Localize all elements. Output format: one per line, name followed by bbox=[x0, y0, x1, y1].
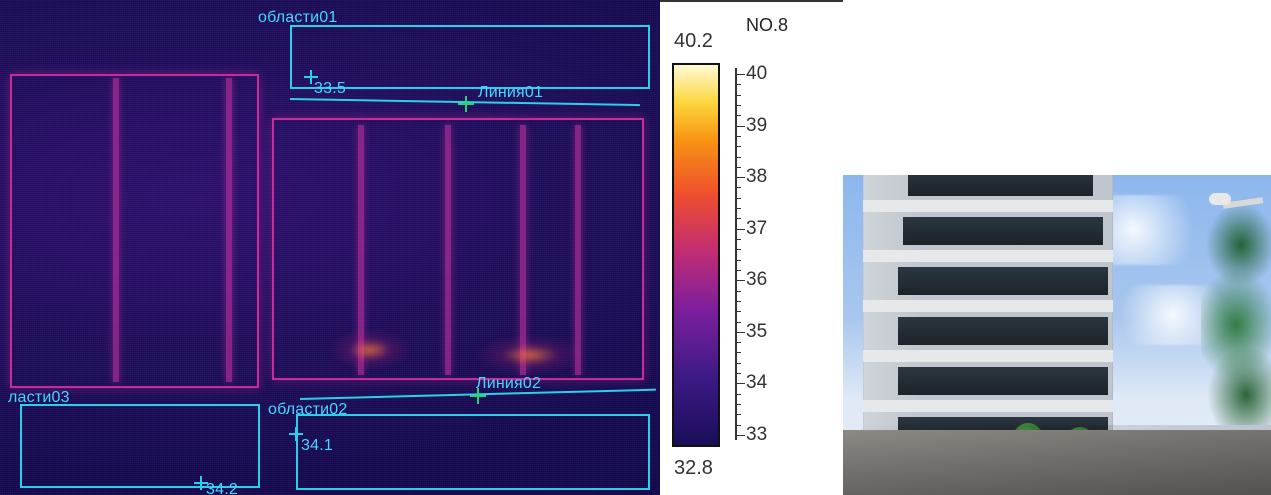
roi-area01-label: области01 bbox=[258, 9, 338, 26]
building-band-2 bbox=[863, 250, 1113, 262]
scale-top-rule bbox=[660, 0, 843, 2]
scale-tick-major-33 bbox=[735, 435, 745, 436]
scale-tick-minor bbox=[735, 146, 741, 148]
thermal-stripe-right-1 bbox=[358, 125, 364, 375]
scale-axis-line bbox=[735, 68, 737, 440]
scale-tick-minor bbox=[735, 156, 741, 158]
scale-number-label: NO.8 bbox=[746, 15, 789, 35]
scale-tick-major-40 bbox=[735, 74, 745, 75]
scale-tick-major-35 bbox=[735, 331, 745, 333]
scale-tick-minor bbox=[735, 239, 741, 241]
window-row-5 bbox=[898, 367, 1108, 395]
scale-tick-major-34 bbox=[735, 383, 745, 385]
scale-tick-minor bbox=[735, 352, 741, 354]
scale-tick-minor bbox=[735, 424, 741, 426]
scale-tick-minor bbox=[735, 404, 741, 406]
scale-tick-label-35: 35 bbox=[746, 320, 768, 342]
window-row-1 bbox=[908, 175, 1093, 196]
roi-area03[interactable] bbox=[20, 404, 260, 488]
thermal-hotspot-2 bbox=[450, 325, 610, 385]
scale-tick-minor bbox=[735, 104, 741, 106]
scale-tick-minor bbox=[735, 342, 741, 344]
roi-area02[interactable] bbox=[296, 414, 650, 490]
building-band-3 bbox=[863, 300, 1113, 312]
thermal-stripe-right-2 bbox=[445, 125, 451, 375]
scale-tick-label-36: 36 bbox=[746, 269, 768, 291]
line01-marker-icon[interactable] bbox=[458, 96, 474, 112]
thermal-frame-left bbox=[10, 74, 259, 388]
spot-34-1-value: 34.1 bbox=[301, 437, 333, 454]
scale-tick-label-39: 39 bbox=[746, 114, 768, 136]
window-row-3 bbox=[898, 267, 1108, 295]
scale-tick-minor bbox=[735, 84, 741, 86]
scale-tick-minor bbox=[735, 321, 741, 323]
scale-tick-major-39 bbox=[735, 125, 745, 127]
photo-road bbox=[843, 425, 1271, 495]
scale-tick-minor bbox=[735, 290, 741, 292]
scale-tick-minor bbox=[735, 300, 741, 302]
roi-area03-label: ласти03 bbox=[8, 389, 70, 406]
photo-trees bbox=[1201, 175, 1271, 425]
building-band-1 bbox=[863, 200, 1113, 212]
scale-tick-minor bbox=[735, 115, 741, 117]
scale-tick-major-37 bbox=[735, 228, 745, 230]
photo-ground bbox=[843, 430, 1271, 495]
color-scale-bar bbox=[672, 63, 720, 447]
scale-tick-minor bbox=[735, 373, 741, 375]
scale-tick-minor bbox=[735, 414, 741, 416]
scale-tick-minor bbox=[735, 135, 741, 137]
thermal-noise-texture bbox=[0, 0, 660, 495]
scale-tick-label-40: 40 bbox=[746, 63, 768, 84]
measurement-line-02-label: Линия02 bbox=[476, 375, 542, 392]
spot-33-5-value: 33.5 bbox=[314, 80, 346, 97]
measurement-line-01-label: Линия01 bbox=[478, 84, 544, 101]
scale-tick-minor bbox=[735, 218, 741, 220]
scale-tick-major-36 bbox=[735, 280, 745, 282]
building-band-5 bbox=[863, 400, 1113, 412]
spot-34-2-cross[interactable] bbox=[194, 476, 208, 490]
spot-33-5-cross[interactable] bbox=[304, 70, 318, 84]
scale-tick-minor bbox=[735, 187, 741, 189]
scale-tick-minor bbox=[735, 197, 741, 199]
building-photo bbox=[843, 175, 1271, 495]
scale-tick-minor bbox=[735, 166, 741, 168]
scale-min-value: 32.8 bbox=[674, 457, 713, 479]
scale-tick-label-33: 33 bbox=[746, 424, 768, 445]
thermal-stripe-right-4 bbox=[575, 125, 581, 375]
thermal-stripe-left-2 bbox=[226, 78, 232, 382]
scale-tick-minor bbox=[735, 259, 741, 261]
spot-34-1-cross[interactable] bbox=[289, 427, 303, 441]
window-row-2 bbox=[903, 217, 1103, 245]
scale-tick-minor bbox=[735, 311, 741, 313]
scale-tick-minor bbox=[735, 94, 741, 96]
scale-tick-label-38: 38 bbox=[746, 166, 768, 188]
window-row-4 bbox=[898, 317, 1108, 345]
scale-tick-minor bbox=[735, 362, 741, 364]
street-lamp-head bbox=[1209, 193, 1231, 205]
temperature-scale-panel: NO.8 40.2 40 39 38 37 36 35 34 33 32.8 bbox=[660, 0, 843, 495]
scale-max-value: 40.2 bbox=[674, 30, 713, 52]
roi-area02-label: области02 bbox=[268, 401, 348, 418]
line02-marker-icon[interactable] bbox=[470, 388, 486, 404]
scale-tick-minor bbox=[735, 393, 741, 395]
thermal-image-panel: области01 33.5 области02 34.1 ласти03 34… bbox=[0, 0, 660, 495]
thermal-hotspot-1 bbox=[310, 320, 430, 380]
scale-tick-minor bbox=[735, 208, 741, 210]
scale-tick-minor bbox=[735, 269, 741, 271]
spot-34-2-value: 34.2 bbox=[206, 481, 238, 495]
building-band-4 bbox=[863, 350, 1113, 362]
thermal-stripe-left-1 bbox=[113, 78, 119, 382]
thermal-stripe-right-3 bbox=[520, 125, 526, 375]
scale-tick-minor bbox=[735, 249, 741, 251]
scale-tick-label-37: 37 bbox=[746, 217, 768, 239]
photo-building bbox=[863, 175, 1113, 445]
scale-tick-major-38 bbox=[735, 177, 745, 179]
roi-area01[interactable] bbox=[290, 25, 650, 89]
scale-tick-label-34: 34 bbox=[746, 372, 768, 394]
